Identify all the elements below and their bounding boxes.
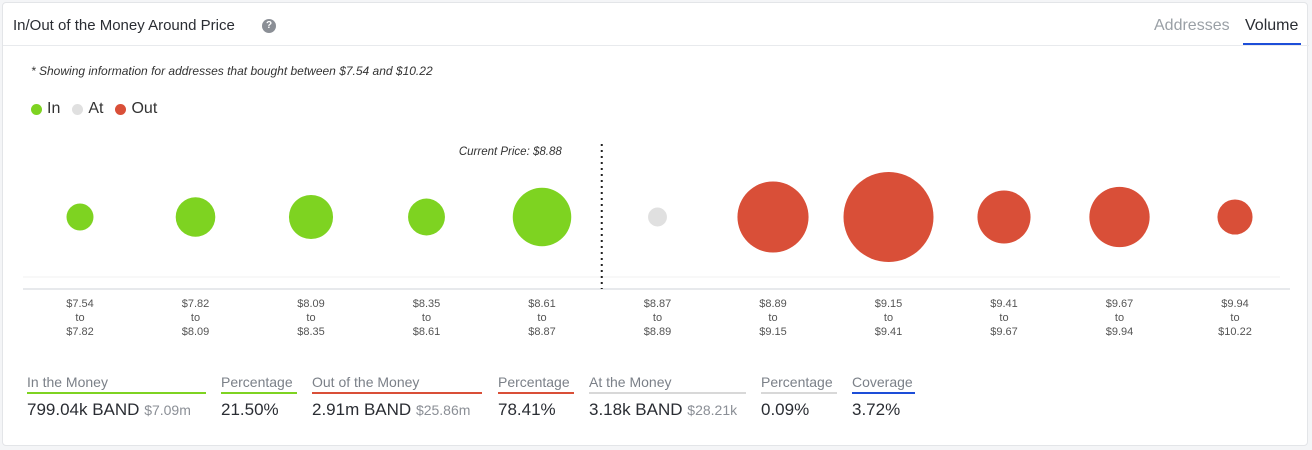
x-tick-label: to	[1230, 312, 1239, 324]
stat-line-in-percentage	[221, 392, 297, 394]
x-tick-label: $8.89	[644, 326, 672, 338]
summary-stats: In the Money 799.04k BAND $7.09m Percent…	[3, 374, 1309, 434]
legend-item-in[interactable]: In	[31, 100, 60, 118]
stat-out-percentage: Percentage 78.41%	[498, 374, 574, 420]
tab-addresses[interactable]: Addresses	[1154, 17, 1230, 34]
stat-coverage: Coverage 3.72%	[852, 374, 915, 420]
stat-line-at-money	[589, 392, 746, 394]
stat-value-out-money-text: 2.91m BAND	[312, 400, 412, 419]
legend-item-out[interactable]: Out	[115, 100, 157, 118]
x-tick-label: to	[191, 312, 200, 324]
x-tick-label: $9.67	[990, 326, 1018, 338]
stat-sub-out-money: $25.86m	[415, 402, 471, 418]
x-tick-label: $7.82	[66, 326, 94, 338]
bubble-out	[843, 172, 934, 262]
active-tab-indicator	[1243, 43, 1301, 45]
x-tick-label: $8.87	[644, 298, 672, 310]
stat-sub-at-money: $28.21k	[687, 402, 738, 418]
bubble-at	[648, 207, 667, 227]
bubble-out	[977, 190, 1031, 244]
stat-label-in-money: In the Money	[27, 374, 108, 390]
stat-at-the-money: At the Money 3.18k BAND $28.21k	[589, 374, 746, 420]
stat-value-at-percentage: 0.09%	[761, 400, 810, 419]
x-tick-label: $8.09	[182, 326, 210, 338]
legend-dot-in	[31, 103, 42, 115]
stat-value-out-percentage: 78.41%	[498, 400, 556, 419]
x-tick-label: to	[768, 312, 777, 324]
stat-line-at-percentage	[761, 392, 837, 394]
x-tick-label: $7.82	[182, 298, 210, 310]
stat-label-at-percentage: Percentage	[761, 374, 833, 390]
x-tick-label: $9.41	[990, 298, 1018, 310]
chart-legend: In At Out	[31, 100, 169, 118]
bubble-in	[512, 187, 572, 247]
stat-line-coverage	[852, 392, 915, 394]
x-tick-label: $9.15	[759, 326, 787, 338]
x-tick-label: $9.94	[1221, 298, 1249, 310]
stat-line-in-money	[27, 392, 206, 394]
stat-value-at-money: 3.18k BAND $28.21k	[589, 400, 746, 420]
x-tick-label: $9.67	[1106, 298, 1134, 310]
range-note: * Showing information for addresses that…	[31, 64, 433, 78]
legend-dot-at	[72, 103, 84, 115]
x-tick-label: $8.09	[297, 298, 325, 310]
x-tick-label: to	[537, 312, 546, 324]
tab-volume[interactable]: Volume	[1245, 17, 1299, 34]
stat-label-out-percentage: Percentage	[498, 374, 570, 390]
stat-in-percentage: Percentage 21.50%	[221, 374, 297, 420]
legend-dot-out	[115, 103, 127, 115]
x-tick-label: $10.22	[1218, 326, 1252, 338]
stat-value-out-money: 2.91m BAND $25.86m	[312, 400, 482, 420]
legend-label-out: Out	[131, 100, 158, 117]
x-tick-label: $9.94	[1106, 326, 1134, 338]
bubble-out	[1089, 186, 1150, 248]
x-tick-label: to	[422, 312, 431, 324]
bubble-in	[66, 203, 94, 231]
x-tick-label: $8.35	[413, 298, 441, 310]
stat-sub-in-money: $7.09m	[144, 402, 191, 418]
stat-value-in-money: 799.04k BAND $7.09m	[27, 400, 206, 420]
x-tick-label: $8.35	[297, 326, 325, 338]
stat-line-out-money	[312, 392, 482, 394]
x-tick-label: $8.89	[759, 298, 787, 310]
bubble-chart: Current Price: $8.88 $7.54 to $7.82 $7.82 to $…	[23, 144, 1290, 338]
bubble-out	[1217, 199, 1253, 235]
x-tick-label: $9.15	[875, 298, 903, 310]
stat-label-in-percentage: Percentage	[221, 374, 293, 390]
x-tick-label: $9.41	[875, 326, 903, 338]
x-tick-label: to	[75, 312, 84, 324]
bubble-in	[408, 198, 445, 236]
bubble-in	[288, 194, 334, 240]
stat-at-percentage: Percentage 0.09%	[761, 374, 837, 420]
help-icon[interactable]: ?	[262, 19, 276, 33]
stat-in-the-money: In the Money 799.04k BAND $7.09m	[27, 374, 206, 420]
x-tick-label: to	[1115, 312, 1124, 324]
stat-value-coverage: 3.72%	[852, 400, 901, 419]
bubble-out	[737, 181, 809, 253]
x-tick-label: $8.87	[528, 326, 556, 338]
x-tick-label: $8.61	[528, 298, 556, 310]
x-tick-label: to	[999, 312, 1008, 324]
stat-value-in-money-text: 799.04k BAND	[27, 400, 140, 419]
x-tick-label: to	[306, 312, 315, 324]
legend-item-at[interactable]: At	[72, 100, 103, 118]
card-header: In/Out of the Money Around Price ? Addre…	[3, 3, 1309, 46]
x-tick-label: $7.54	[66, 298, 94, 310]
stat-value-in-percentage: 21.50%	[221, 400, 279, 419]
stat-line-out-percentage	[498, 392, 574, 394]
stat-value-at-money-text: 3.18k BAND	[589, 400, 683, 419]
legend-label-in: In	[47, 100, 61, 117]
stat-label-out-money: Out of the Money	[312, 374, 420, 390]
stat-label-at-money: At the Money	[589, 374, 672, 390]
card-title: In/Out of the Money Around Price	[13, 17, 235, 34]
legend-label-at: At	[88, 100, 104, 117]
stat-label-coverage: Coverage	[852, 374, 913, 390]
stat-out-of-the-money: Out of the Money 2.91m BAND $25.86m	[312, 374, 482, 420]
current-price-label: Current Price: $8.88	[459, 146, 563, 158]
x-tick-label: $8.61	[413, 326, 441, 338]
x-tick-label: to	[884, 312, 893, 324]
bubble-in	[175, 197, 216, 237]
x-tick-label: to	[653, 312, 662, 324]
